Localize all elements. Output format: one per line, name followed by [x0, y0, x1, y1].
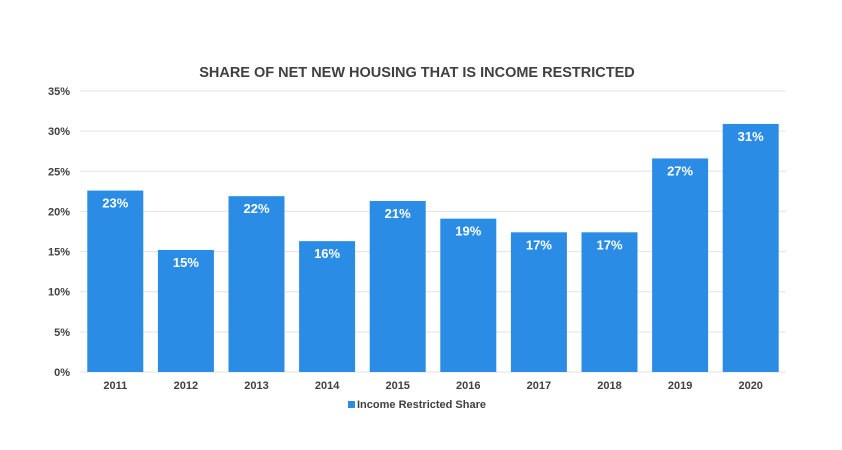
y-tick-label: 0% — [54, 367, 70, 379]
x-axis-ticks: 2011 2012 2013 2014 2015 2016 2017 2018 2019 2020 — [103, 380, 763, 392]
legend: Income Restricted Share — [348, 399, 486, 411]
x-tick-label: 2019 — [668, 380, 692, 392]
data-label-2016: 19% — [455, 224, 481, 239]
data-label-2019: 27% — [667, 163, 693, 178]
data-label-2011: 23% — [102, 196, 128, 211]
x-tick-label: 2014 — [315, 380, 340, 392]
data-label-2018: 17% — [596, 237, 622, 252]
y-tick-label: 25% — [48, 166, 70, 178]
chart-title: SHARE OF NET NEW HOUSING THAT IS INCOME … — [199, 65, 635, 81]
bar-2017 — [510, 232, 567, 372]
y-axis-ticks: 0% 5% 10% 15% 20% 25% 30% 35% — [48, 86, 70, 379]
bar-2011 — [87, 190, 144, 372]
data-label-2012: 15% — [173, 255, 199, 270]
data-label-2017: 17% — [526, 237, 552, 252]
y-tick-label: 30% — [48, 126, 70, 138]
y-tick-label: 20% — [48, 206, 70, 218]
data-label-2015: 21% — [385, 206, 411, 221]
x-tick-label: 2020 — [738, 380, 762, 392]
x-tick-label: 2017 — [527, 380, 551, 392]
x-tick-label: 2018 — [597, 380, 621, 392]
bar-2019 — [652, 158, 709, 372]
x-tick-label: 2016 — [456, 380, 480, 392]
bar-2018 — [581, 232, 638, 372]
data-label-2013: 22% — [243, 201, 269, 216]
bar-2020 — [722, 123, 779, 372]
bar-2014 — [299, 241, 356, 372]
legend-label: Income Restricted Share — [357, 399, 486, 411]
data-label-2020: 31% — [738, 129, 764, 144]
y-tick-label: 15% — [48, 247, 70, 259]
x-tick-label: 2012 — [174, 380, 198, 392]
bar-2015 — [369, 200, 426, 372]
y-tick-label: 5% — [54, 327, 70, 339]
y-tick-label: 35% — [48, 86, 70, 98]
data-label-2014: 16% — [314, 246, 340, 261]
bar-2013 — [228, 196, 285, 372]
x-tick-label: 2011 — [103, 380, 127, 392]
legend-swatch — [348, 401, 355, 408]
x-tick-label: 2013 — [244, 380, 268, 392]
bar-2016 — [440, 218, 497, 372]
y-tick-label: 10% — [48, 287, 70, 299]
data-labels: 23% 15% 22% 16% 21% 19% 17% 17% 27% 31% — [102, 129, 764, 270]
x-tick-label: 2015 — [385, 380, 409, 392]
bars — [87, 123, 779, 372]
bar-2012 — [157, 249, 214, 372]
